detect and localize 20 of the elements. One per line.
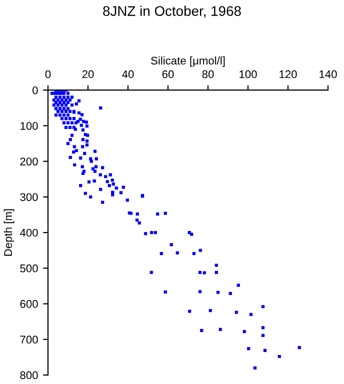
x-tick-label: 20 xyxy=(82,70,94,78)
x-tick-label: 60 xyxy=(162,70,174,78)
x-tick-label: 120 xyxy=(280,70,297,78)
y-tick-label: 800 xyxy=(20,371,38,380)
y-tick-label: 600 xyxy=(20,300,38,308)
x-tick-label: 80 xyxy=(202,70,214,78)
y-tick-label: 100 xyxy=(20,122,38,130)
y-tick-label: 500 xyxy=(20,264,38,272)
y-tick-label: 200 xyxy=(20,158,38,166)
y-tick-label: 300 xyxy=(20,193,38,202)
y-tick-label: 0 xyxy=(32,86,38,94)
x-tick-label: 140 xyxy=(320,70,337,78)
y-axis-title: Depth [m] xyxy=(4,209,14,256)
x-tick-label: 0 xyxy=(45,70,51,78)
y-tick-label: 700 xyxy=(20,336,38,344)
x-tick-label: 40 xyxy=(122,70,134,78)
y-tick-label: 400 xyxy=(20,228,38,237)
chart-title: 8JNZ in October, 1968 xyxy=(103,6,241,18)
x-tick-label: 100 xyxy=(240,70,257,78)
x-axis-title: Silicate [μmol/l] xyxy=(151,56,225,67)
